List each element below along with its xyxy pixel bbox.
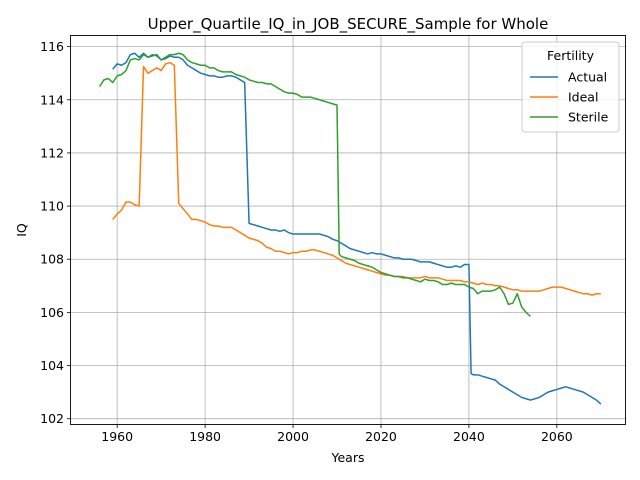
legend-label-ideal: Ideal — [568, 90, 598, 105]
y-axis-ticks: 102 104 106 108 110 112 114 116 — [40, 39, 71, 426]
plot-frame — [70, 35, 626, 425]
x-tick-label: 2000 — [277, 429, 309, 444]
x-tick-label: 1980 — [189, 429, 221, 444]
series-line-sterile — [98, 52, 531, 317]
x-tick-label: 1960 — [101, 429, 133, 444]
series-layer — [98, 52, 602, 405]
y-tick-label: 112 — [40, 145, 64, 160]
y-tick-label: 108 — [40, 252, 64, 267]
legend: Fertility Actual Ideal Sterile — [521, 41, 620, 133]
legend-title: Fertility — [547, 48, 595, 63]
x-axis-label: Years — [331, 450, 365, 465]
x-tick-label: 2020 — [365, 429, 397, 444]
series-line-actual — [112, 52, 602, 405]
legend-entries: Actual Ideal Sterile — [530, 70, 609, 125]
y-tick-label: 102 — [40, 411, 64, 426]
y-tick-label: 114 — [40, 92, 64, 107]
x-tick-label: 2040 — [453, 429, 485, 444]
legend-label-actual: Actual — [568, 70, 607, 85]
x-tick-label: 2060 — [541, 429, 573, 444]
series-line-ideal — [112, 61, 601, 296]
legend-label-sterile: Sterile — [568, 110, 609, 125]
y-tick-label: 116 — [40, 39, 64, 54]
legend-box — [521, 41, 620, 133]
x-axis-ticks: 1960 1980 2000 2020 2040 2060 — [101, 424, 573, 444]
y-tick-label: 106 — [40, 305, 64, 320]
y-tick-label: 110 — [40, 199, 64, 214]
chart-title: Upper_Quartile_IQ_in_JOB_SECURE_Sample f… — [148, 15, 549, 34]
y-tick-label: 104 — [40, 358, 64, 373]
y-axis-label: IQ — [14, 223, 29, 237]
